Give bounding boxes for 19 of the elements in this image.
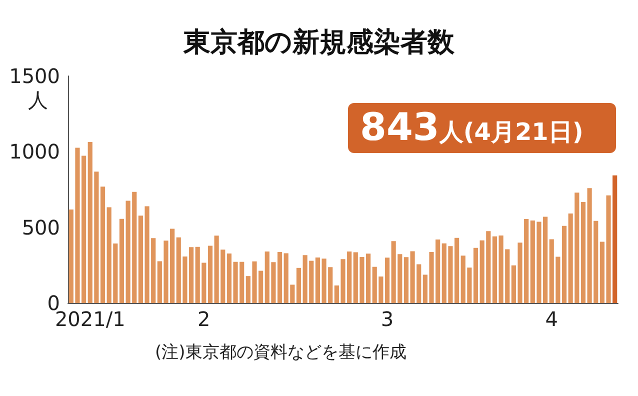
annotation: 843人(4月21日) xyxy=(360,105,584,149)
x-tick-label: 3 xyxy=(380,307,394,331)
bar xyxy=(580,202,586,303)
bar xyxy=(208,246,213,303)
bar xyxy=(296,268,302,303)
chart-title: 東京都の新規感染者数 xyxy=(182,27,456,58)
x-tick-label: 4 xyxy=(545,307,558,331)
y-tick-label: 1000 xyxy=(9,140,60,164)
x-tick-label: 2 xyxy=(198,307,210,331)
y-axis-title: 人 xyxy=(28,88,48,112)
y-tick-label: 1500 xyxy=(9,64,60,88)
bar xyxy=(100,186,106,303)
text: (注)東京都の資料などを基に作成 xyxy=(155,342,406,362)
bar xyxy=(473,248,478,303)
y-tick-label: 500 xyxy=(22,215,60,240)
bar xyxy=(119,218,124,303)
bar xyxy=(612,175,618,303)
bar xyxy=(384,258,390,303)
bar xyxy=(562,226,567,303)
